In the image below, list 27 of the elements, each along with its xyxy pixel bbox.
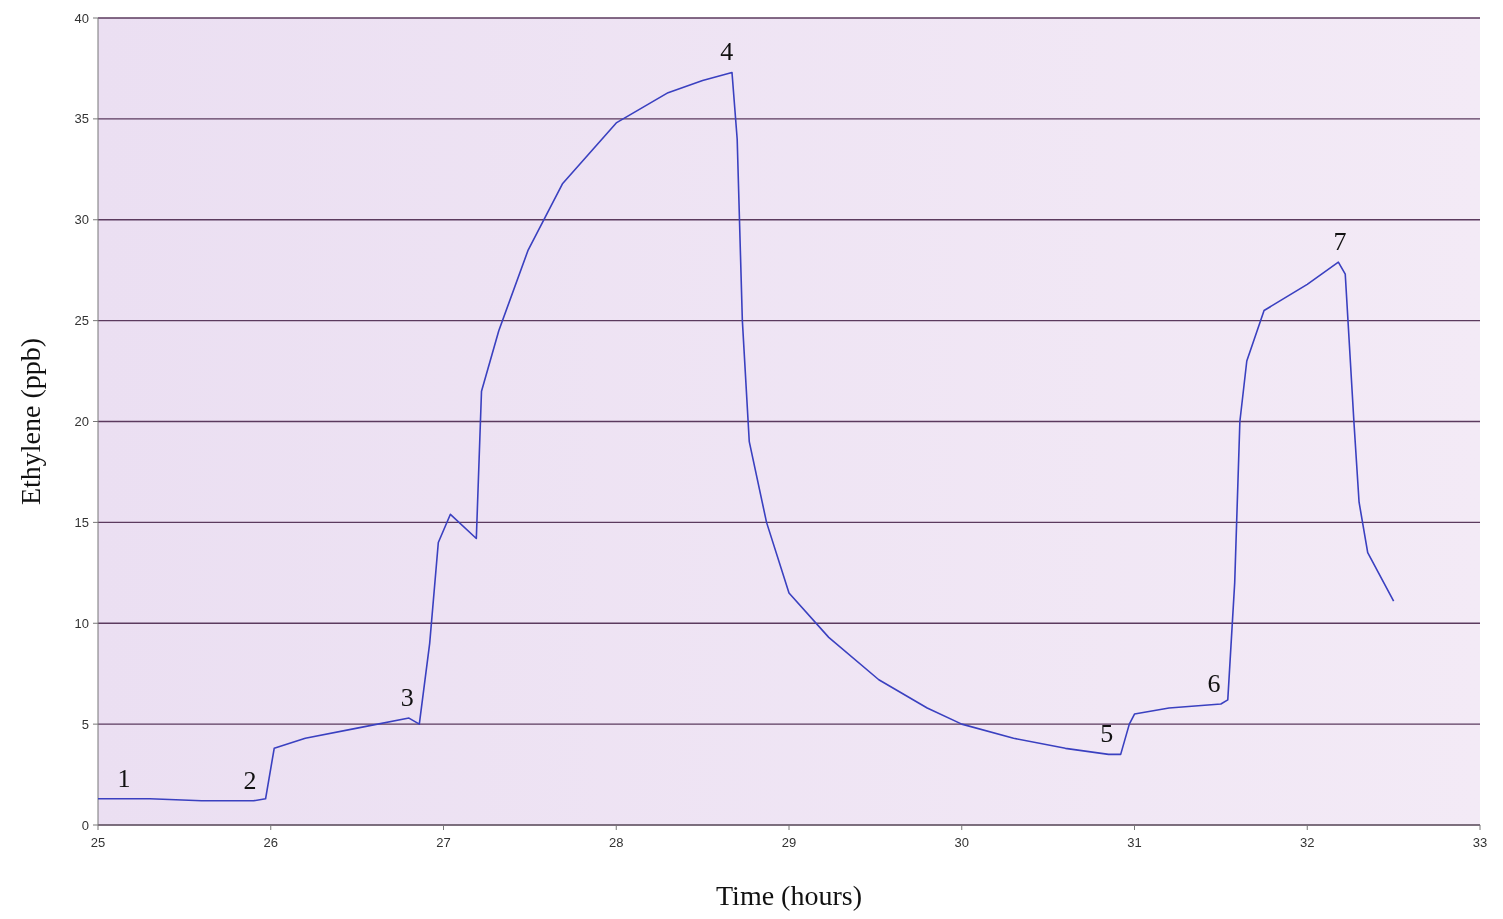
y-tick-label: 0 — [81, 817, 89, 833]
annotation: 5 — [1100, 719, 1114, 749]
annotation: 1 — [117, 763, 131, 793]
x-tick-label: 32 — [1300, 835, 1315, 850]
x-tick-label: 30 — [954, 835, 969, 850]
annotation: 2 — [243, 765, 257, 795]
annotation: 7 — [1333, 227, 1347, 257]
annotation: 6 — [1207, 668, 1221, 698]
y-tick-label: 30 — [74, 212, 89, 228]
y-axis-title: Ethylene (ppb) — [15, 337, 46, 506]
y-tick-label: 10 — [74, 615, 89, 631]
y-tick-label: 25 — [74, 313, 89, 329]
y-tick-label: 5 — [81, 716, 89, 732]
y-tick-label: 20 — [74, 414, 89, 430]
x-tick-label: 27 — [436, 835, 451, 850]
y-tick-label: 35 — [74, 111, 89, 127]
y-tick-label: 15 — [74, 514, 89, 530]
x-tick-label: 26 — [263, 835, 278, 850]
x-tick-label: 29 — [781, 835, 797, 850]
x-tick-label: 31 — [1127, 835, 1142, 850]
annotation: 3 — [400, 683, 414, 713]
line-series — [97, 71, 1395, 802]
y-tick-label: 40 — [74, 10, 89, 26]
annotation: 4 — [720, 37, 734, 67]
x-tick-label: 33 — [1472, 835, 1488, 850]
x-tick-label: 28 — [609, 835, 624, 850]
x-axis-title: Time (hours) — [716, 880, 862, 911]
